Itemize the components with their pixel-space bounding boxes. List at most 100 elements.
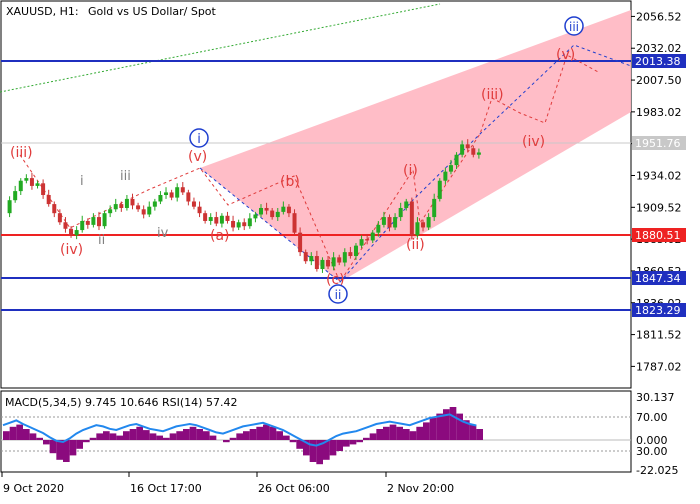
candle-body xyxy=(236,222,241,228)
candle-body xyxy=(24,178,29,181)
wave-label: iii xyxy=(120,169,131,184)
macd-bar xyxy=(203,431,210,440)
macd-bar xyxy=(209,435,217,440)
candle-body xyxy=(270,210,275,218)
macd-bar xyxy=(129,429,137,440)
price-tick-label: 1909.52 xyxy=(636,201,682,214)
candle-body xyxy=(158,195,163,202)
time-label: 2 Nov 20:00 xyxy=(387,482,454,495)
candle-body xyxy=(186,192,191,202)
macd-bar xyxy=(169,433,177,440)
wave-projection-red xyxy=(19,54,601,284)
candle-body xyxy=(91,217,96,225)
candle-body xyxy=(409,201,414,236)
wave-label: (v) xyxy=(188,149,207,165)
wave-label: (b) xyxy=(280,174,300,190)
candle-body xyxy=(460,144,465,155)
macd-bar xyxy=(429,418,437,440)
candle-body xyxy=(63,222,68,229)
candle-body xyxy=(359,239,364,246)
macd-bar xyxy=(383,426,390,440)
candle-body xyxy=(381,217,386,225)
candle-body xyxy=(303,252,308,262)
time-label: 26 Oct 06:00 xyxy=(258,482,330,495)
indicator-axis: 30.137 70.00 0.000 30.00 -22.025 xyxy=(636,391,678,477)
candle-body xyxy=(337,257,342,263)
macd-bar xyxy=(163,437,170,440)
candle-body xyxy=(264,207,269,211)
candle-body xyxy=(96,217,101,227)
candle-body xyxy=(404,201,409,208)
macd-bar xyxy=(176,431,183,440)
candle-body xyxy=(231,220,236,228)
candle-body xyxy=(13,191,18,201)
price-tick-label: 2056.52 xyxy=(636,10,682,23)
candle-body xyxy=(152,201,157,207)
wave-label: (ii) xyxy=(406,237,425,253)
candle-body xyxy=(286,206,291,214)
macd-bar xyxy=(9,426,17,440)
macd-bar xyxy=(43,440,50,445)
macd-bar xyxy=(189,426,197,440)
candle-body xyxy=(108,209,113,214)
macd-bar xyxy=(123,431,130,440)
rising-channel-band xyxy=(200,10,631,282)
candle-body xyxy=(7,200,12,214)
macd-bar xyxy=(269,426,277,440)
candle-body xyxy=(57,213,62,223)
candle-body xyxy=(18,180,23,192)
wave-label: i xyxy=(80,174,84,189)
candle-body xyxy=(52,204,57,214)
candle-body xyxy=(29,178,34,186)
candle-body xyxy=(102,213,107,227)
price-badges: 2013.38 1951.76 1880.51 1847.34 1823.29 xyxy=(632,54,686,317)
candle-body xyxy=(398,207,403,218)
candle-body xyxy=(387,217,392,228)
macd-bar xyxy=(89,437,97,440)
macd-bar xyxy=(263,424,270,440)
candle-body xyxy=(353,245,358,257)
candle-body xyxy=(253,214,258,219)
macd-bar xyxy=(69,440,77,456)
macd-bar xyxy=(223,440,230,443)
candle-body xyxy=(415,222,420,236)
macd-bar xyxy=(243,431,250,440)
wave-circle-i xyxy=(189,128,209,148)
macd-bar xyxy=(276,431,283,440)
price-tick-label: 2032.02 xyxy=(636,42,682,55)
indicator-label: MACD(5,34,5) 9.745 10.646 RSI(14) 57.42 xyxy=(5,396,237,409)
long-term-trendline xyxy=(0,3,441,93)
chart-symbol: XAUUSD, H1: xyxy=(6,5,79,18)
macd-bar xyxy=(249,429,257,440)
macd-bar xyxy=(236,433,243,440)
candle-body xyxy=(175,187,180,198)
wave-label: (iv) xyxy=(60,242,83,258)
macd-bar xyxy=(156,435,163,440)
candle-body xyxy=(365,239,370,241)
candle-body xyxy=(136,205,141,210)
wave-label: (v) xyxy=(556,47,575,63)
candle-body xyxy=(298,232,303,253)
candle-body xyxy=(348,252,353,257)
wave-label: (c) xyxy=(326,272,345,288)
macd-bar xyxy=(283,435,290,440)
wave-label: ii xyxy=(98,233,105,248)
price-tick-label: 1811.52 xyxy=(636,329,682,342)
badge-support-blue xyxy=(632,271,686,285)
macd-bar xyxy=(296,440,303,449)
badge-support-red xyxy=(632,228,686,242)
macd-bar xyxy=(376,429,383,440)
indicator-tick: -22.025 xyxy=(636,464,678,477)
wave-label: iii xyxy=(569,20,579,34)
candle-body xyxy=(247,218,252,227)
macd-bar xyxy=(96,433,103,440)
macd-bar xyxy=(423,422,430,440)
time-label: 16 Oct 17:00 xyxy=(130,482,202,495)
price-tick-label: 1983.02 xyxy=(636,106,682,119)
macd-bar xyxy=(356,440,363,443)
candle-body xyxy=(437,180,442,199)
macd-bar xyxy=(463,420,470,440)
candle-body xyxy=(169,192,174,198)
